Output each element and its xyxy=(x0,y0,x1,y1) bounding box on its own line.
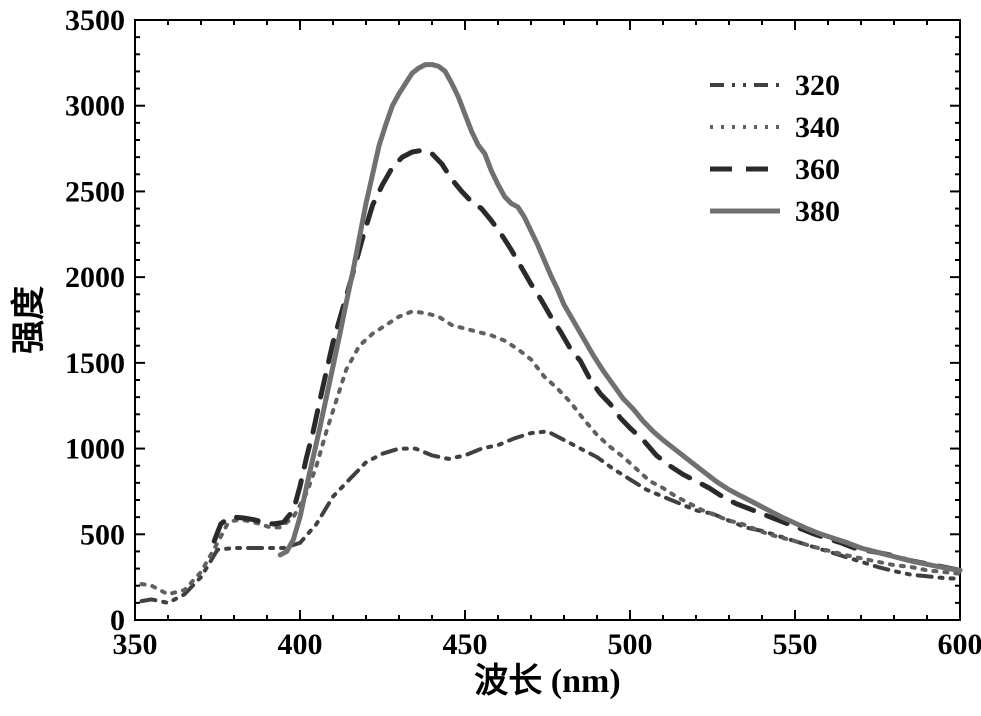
series-s320 xyxy=(142,431,960,603)
x-axis-title: 波长 (nm) xyxy=(474,662,620,700)
y-tick-label: 3500 xyxy=(65,4,125,37)
y-tick-label: 2500 xyxy=(65,175,125,208)
series-s340 xyxy=(142,311,960,594)
x-tick-label: 500 xyxy=(608,628,653,661)
y-tick-label: 500 xyxy=(80,518,125,551)
legend-label: 340 xyxy=(795,111,840,144)
y-tick-label: 2000 xyxy=(65,261,125,294)
y-tick-label: 0 xyxy=(110,604,125,637)
y-axis-title: 强度 xyxy=(10,286,48,354)
legend-label: 320 xyxy=(795,69,840,102)
chart-svg: 3504004505005506000500100015002000250030… xyxy=(0,0,981,711)
series-s380 xyxy=(280,65,960,571)
legend-label: 380 xyxy=(795,195,840,228)
plot-frame xyxy=(135,20,960,620)
y-tick-label: 1000 xyxy=(65,433,125,466)
y-tick-label: 1500 xyxy=(65,347,125,380)
y-tick-label: 3000 xyxy=(65,90,125,123)
x-tick-label: 400 xyxy=(278,628,323,661)
x-tick-label: 600 xyxy=(938,628,981,661)
legend-label: 360 xyxy=(795,153,840,186)
x-tick-label: 550 xyxy=(773,628,818,661)
spectrum-chart: 3504004505005506000500100015002000250030… xyxy=(0,0,981,711)
x-tick-label: 450 xyxy=(443,628,488,661)
